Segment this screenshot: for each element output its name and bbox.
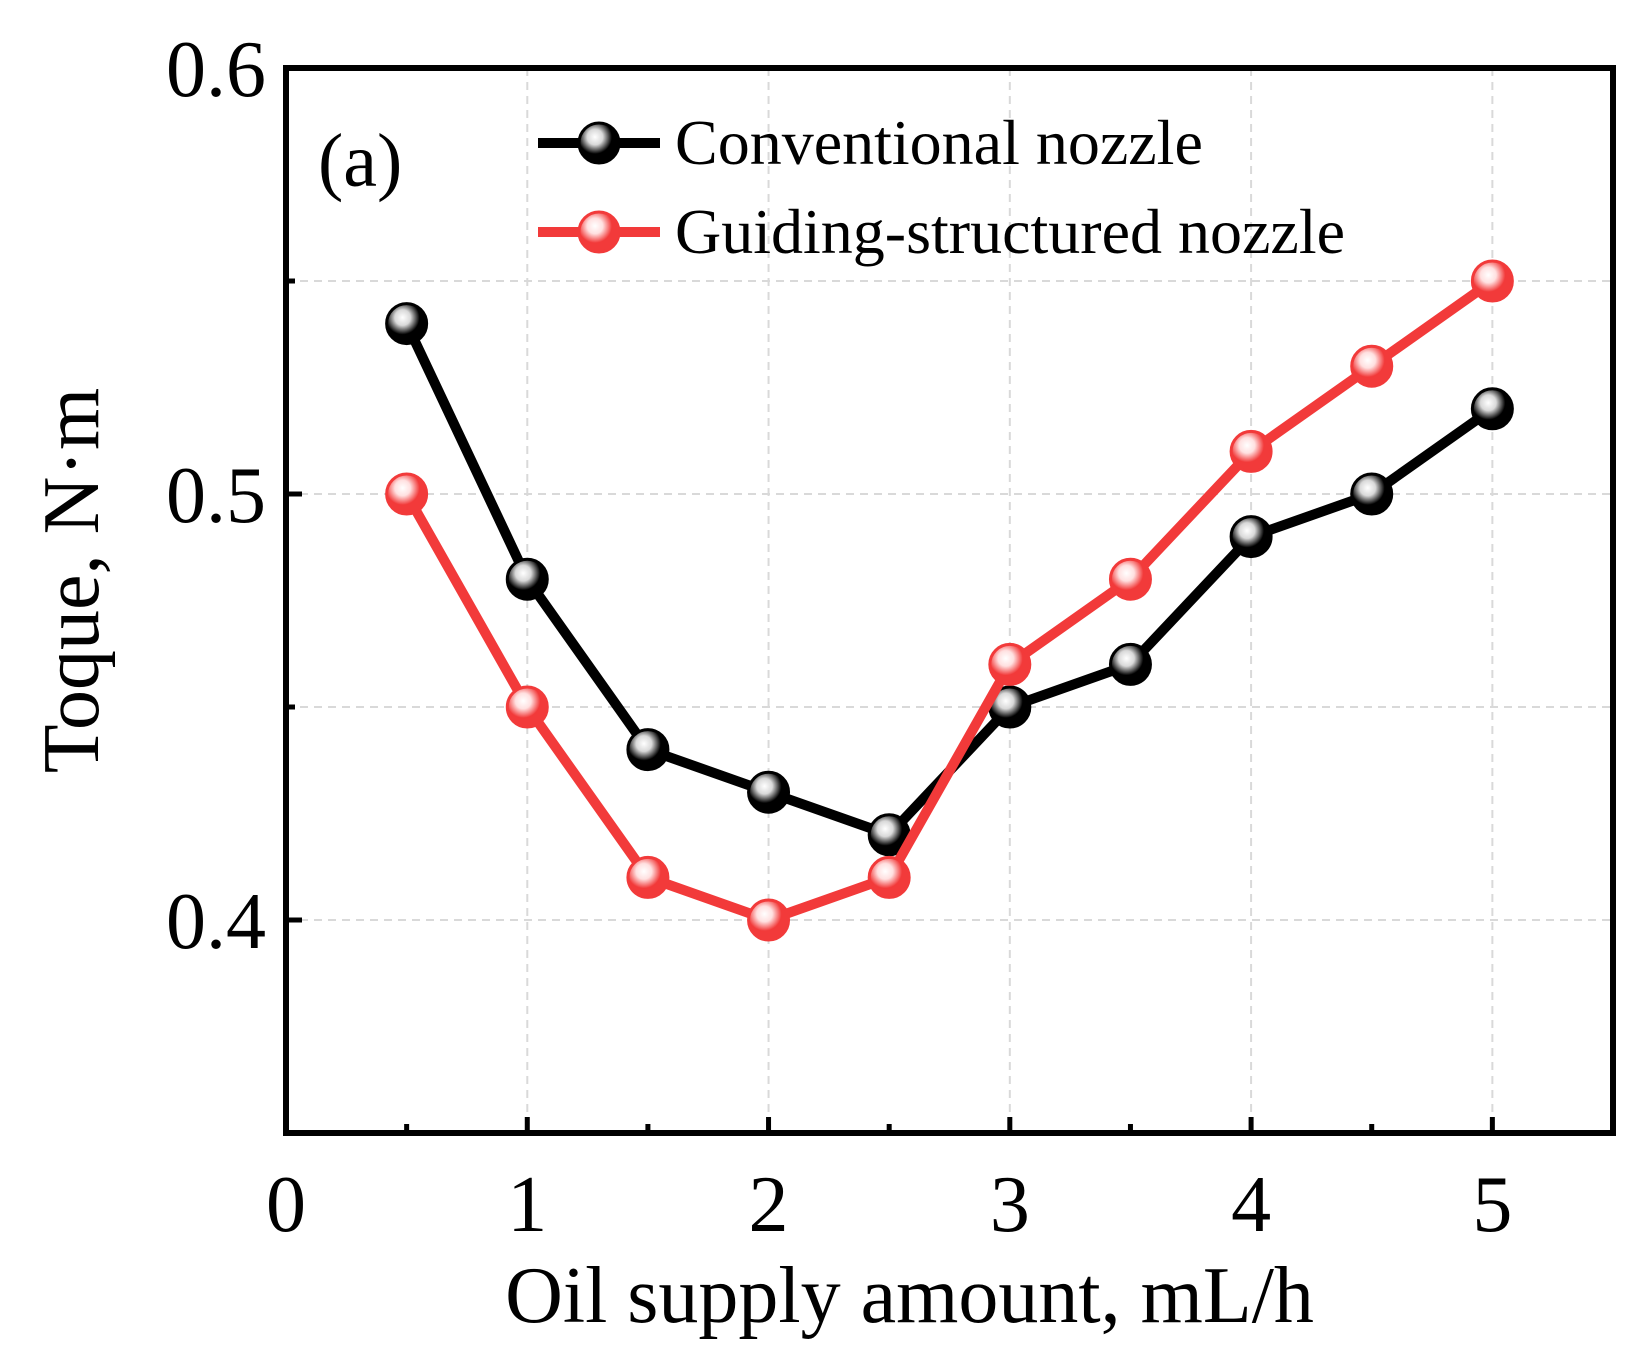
data-point — [505, 557, 549, 601]
x-tick-label: 0 — [266, 1161, 306, 1249]
x-tick-label: 5 — [1472, 1161, 1512, 1249]
legend-marker — [577, 210, 621, 254]
x-tick-label: 1 — [507, 1161, 547, 1249]
series-2 — [385, 259, 1514, 942]
data-point — [1470, 259, 1514, 303]
legend-label: Guiding-structured nozzle — [675, 196, 1345, 267]
data-point — [867, 855, 911, 899]
series-line — [401, 276, 1498, 925]
data-point — [1470, 387, 1514, 431]
series — [385, 259, 1514, 942]
x-tick-label: 2 — [749, 1161, 789, 1249]
data-point — [626, 855, 670, 899]
y-tick-label: 0.4 — [166, 878, 266, 966]
data-point — [385, 302, 429, 346]
y-tick-label: 0.5 — [166, 452, 266, 540]
data-point — [385, 472, 429, 516]
legend: Conventional nozzle Guiding-structured no… — [538, 107, 1345, 267]
data-point — [1108, 642, 1152, 686]
x-axis-title: Oil supply amount, mL/h — [505, 1252, 1314, 1340]
data-point — [626, 728, 670, 772]
y-axis-title: Toque, N·m — [28, 388, 116, 773]
data-point — [1108, 557, 1152, 601]
data-point — [747, 898, 791, 942]
grid — [286, 68, 1613, 1133]
x-tick-label: 4 — [1231, 1161, 1271, 1249]
data-point — [505, 685, 549, 729]
panel-label: (a) — [318, 119, 402, 203]
data-point — [1229, 429, 1273, 473]
y-tick-label: 0.6 — [166, 26, 266, 114]
data-point — [988, 642, 1032, 686]
data-point — [1350, 472, 1394, 516]
data-point — [1229, 515, 1273, 559]
data-point — [1350, 344, 1394, 388]
legend-label: Conventional nozzle — [675, 107, 1203, 178]
x-tick-label: 3 — [990, 1161, 1030, 1249]
data-point — [747, 770, 791, 814]
legend-marker — [577, 121, 621, 165]
plot-area-frame — [283, 65, 1616, 1136]
axis-ticks — [283, 65, 1495, 1136]
axis-tick-labels: 0 1 2 3 4 5 0.4 0.5 0.6 — [166, 26, 1512, 1249]
